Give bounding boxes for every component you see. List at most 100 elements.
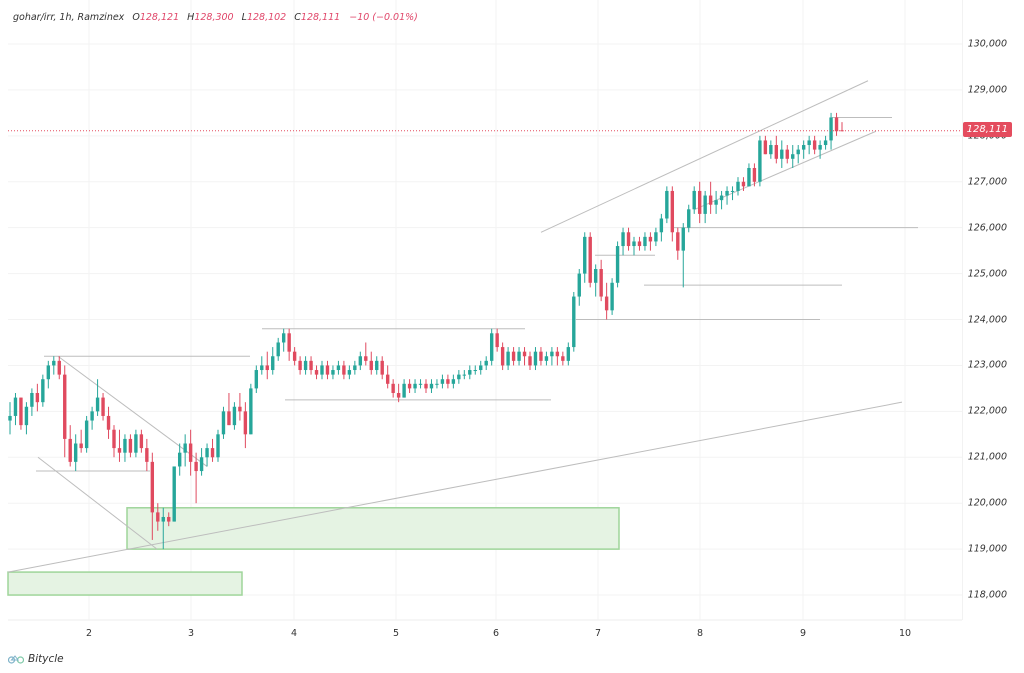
- candle-body: [216, 434, 220, 458]
- candle-body: [205, 448, 209, 458]
- candle-body: [353, 365, 357, 371]
- high-label: H: [187, 12, 195, 23]
- candle-body: [637, 241, 642, 247]
- candle-body: [484, 360, 488, 366]
- candle-body: [747, 167, 751, 187]
- time-tick-label: 2: [85, 628, 93, 639]
- candle-body: [30, 392, 34, 407]
- candle-body: [544, 356, 549, 361]
- price-tick-label: 118,000: [967, 589, 1007, 601]
- candle-body: [260, 365, 264, 371]
- candle-body: [561, 356, 565, 361]
- candle-body: [763, 140, 768, 155]
- high-value: 128,300: [194, 12, 234, 23]
- time-tick-label: 9: [799, 628, 807, 639]
- candle-body: [626, 232, 631, 247]
- candle-body: [303, 360, 308, 371]
- candle-body: [522, 351, 527, 357]
- trend-line: [7, 401, 903, 573]
- candle-body: [801, 145, 806, 150]
- candle-body: [150, 461, 155, 513]
- time-tick-label: 7: [594, 628, 602, 639]
- candle-body: [199, 457, 204, 472]
- ohlc-legend: gohar/irr, 1h, Ramzinex O128,121 H128,30…: [13, 12, 418, 23]
- candle-body: [517, 351, 521, 361]
- candle-body: [500, 347, 505, 366]
- trend-line: [57, 355, 208, 467]
- candle-body: [292, 351, 297, 361]
- time-tick-label: 10: [898, 628, 912, 639]
- low-value: 128,102: [246, 12, 287, 23]
- candle-body: [342, 365, 346, 375]
- candle-body: [714, 200, 718, 205]
- candle-body: [325, 365, 330, 375]
- candle-body: [823, 140, 828, 146]
- candle-body: [566, 347, 571, 361]
- candle-body: [336, 365, 341, 371]
- price-tick-label: 129,000: [967, 84, 1007, 96]
- candle-body: [736, 181, 740, 191]
- candle-body: [758, 140, 762, 182]
- candle-body: [101, 397, 105, 416]
- candle-body: [418, 383, 423, 385]
- candle-body: [446, 379, 450, 384]
- candle-body: [145, 448, 149, 462]
- candle-body: [451, 379, 456, 384]
- candle-body: [752, 167, 757, 182]
- candle-body: [708, 195, 713, 205]
- candle-body: [84, 420, 89, 449]
- price-tick-label: 127,000: [967, 176, 1007, 188]
- symbol-label: gohar/irr, 1h, Ramzinex: [13, 12, 125, 23]
- candle-body: [265, 365, 269, 371]
- candle-body: [604, 296, 609, 311]
- candle-body: [539, 351, 543, 361]
- bicycle-icon: [8, 655, 24, 664]
- candle-body: [583, 236, 587, 274]
- candle-body: [643, 236, 647, 247]
- candle-body: [687, 209, 691, 228]
- brand-name: Bitycle: [28, 653, 64, 665]
- candle-body: [555, 351, 560, 357]
- candle-body: [314, 370, 319, 375]
- demand-zone: [126, 507, 620, 550]
- candle-body: [177, 452, 182, 467]
- candle-body: [774, 145, 779, 159]
- candle-body: [95, 397, 100, 412]
- open-value: 128,121: [139, 12, 180, 23]
- candle-body: [681, 227, 685, 251]
- price-axis-separator: [962, 0, 963, 620]
- trend-line: [540, 80, 869, 233]
- candle-body: [117, 448, 122, 453]
- candle-body: [829, 117, 833, 141]
- candle-body: [670, 190, 675, 233]
- candle-body: [287, 333, 291, 352]
- candle-body: [812, 140, 817, 150]
- trend-line: [37, 456, 158, 550]
- candle-body: [68, 438, 72, 462]
- candle-body: [254, 370, 259, 389]
- trend-line: [694, 130, 877, 210]
- candle-body: [648, 236, 653, 242]
- candle-body: [298, 360, 302, 371]
- candle-body: [172, 466, 176, 522]
- close-value: 128,111: [300, 12, 341, 23]
- candle-body: [227, 411, 231, 426]
- candle-body: [79, 443, 83, 449]
- candle-body: [791, 154, 795, 159]
- candle-body: [249, 388, 253, 435]
- candle-body: [276, 342, 280, 357]
- price-tick-label: 123,000: [967, 359, 1007, 371]
- candle-body: [243, 411, 248, 435]
- candle-body: [369, 360, 373, 371]
- candle-body: [429, 383, 434, 389]
- candle-body: [807, 140, 811, 146]
- candle-body: [725, 190, 729, 196]
- candle-body: [210, 448, 215, 458]
- candle-body: [413, 383, 417, 389]
- price-tick-label: 126,000: [967, 222, 1007, 234]
- candle-body: [435, 383, 439, 385]
- demand-zone: [7, 571, 243, 596]
- candle-body: [692, 190, 696, 210]
